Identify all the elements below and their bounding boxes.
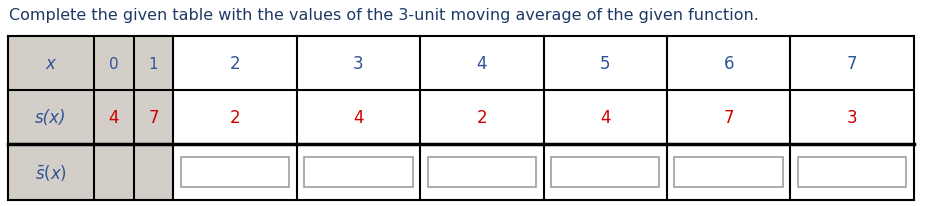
Bar [428, 157, 536, 187]
Bar [667, 144, 790, 200]
Text: 1: 1 [149, 56, 158, 71]
Bar [420, 37, 544, 91]
Text: 2: 2 [230, 109, 240, 127]
Bar [8, 37, 94, 91]
Bar [173, 91, 297, 144]
Bar [674, 157, 783, 187]
Bar [551, 157, 659, 187]
Bar [304, 157, 413, 187]
Bar [94, 91, 134, 144]
Text: 0: 0 [109, 56, 119, 71]
Bar [798, 157, 906, 187]
Bar [790, 144, 914, 200]
Bar [544, 144, 667, 200]
Bar [297, 144, 420, 200]
Bar [420, 144, 544, 200]
Text: 5: 5 [600, 55, 610, 73]
Text: 7: 7 [847, 55, 857, 73]
Bar [134, 91, 173, 144]
Bar [790, 91, 914, 144]
Bar [94, 37, 134, 91]
Bar [667, 91, 790, 144]
Text: 2: 2 [230, 55, 240, 73]
Text: x: x [46, 55, 56, 73]
Bar [297, 37, 420, 91]
Bar [544, 37, 667, 91]
Bar [173, 144, 297, 200]
Bar [790, 37, 914, 91]
Bar [667, 37, 790, 91]
Text: 6: 6 [723, 55, 734, 73]
Text: 3: 3 [353, 55, 364, 73]
Bar [8, 91, 94, 144]
Bar [297, 91, 420, 144]
Bar [173, 37, 297, 91]
Text: 4: 4 [108, 109, 120, 127]
Bar [544, 91, 667, 144]
Text: $\bar{s}(x)$: $\bar{s}(x)$ [35, 162, 67, 182]
Bar [134, 144, 173, 200]
Bar [8, 144, 94, 200]
Text: 3: 3 [847, 109, 857, 127]
Bar [420, 91, 544, 144]
Text: 4: 4 [477, 55, 487, 73]
Bar [181, 157, 289, 187]
Bar [134, 37, 173, 91]
Text: s(x): s(x) [35, 109, 67, 127]
Text: 7: 7 [723, 109, 734, 127]
Text: Complete the given table with the values of the 3-unit moving average of the giv: Complete the given table with the values… [9, 8, 759, 23]
Text: 7: 7 [148, 109, 159, 127]
Text: 4: 4 [600, 109, 610, 127]
Bar [94, 144, 134, 200]
Text: 4: 4 [353, 109, 364, 127]
Text: 2: 2 [477, 109, 487, 127]
